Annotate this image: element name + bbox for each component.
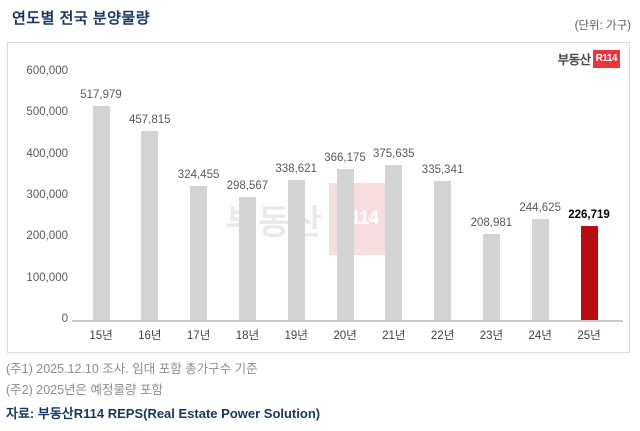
y-tick-label: 600,000 <box>26 65 68 77</box>
y-tick-label: 300,000 <box>26 189 68 201</box>
bar <box>531 219 549 320</box>
y-tick-label: 0 <box>61 313 68 325</box>
bar-value-label: 208,981 <box>470 217 513 229</box>
bar <box>92 106 110 320</box>
x-tick-label: 16년 <box>138 330 162 342</box>
x-tick-label: 19년 <box>284 330 308 342</box>
bar-value-label: 298,567 <box>226 180 269 192</box>
x-tick-label: 23년 <box>479 330 504 342</box>
bar-value-label: 457,815 <box>129 114 171 126</box>
bar-highlight <box>580 226 598 320</box>
y-tick-label: 200,000 <box>26 230 68 243</box>
source-line: 자료: 부동산R114 REPS(Real Estate Power Solut… <box>6 406 321 421</box>
page-title: 연도별 전국 분양물량 <box>12 10 151 27</box>
bar <box>287 180 305 320</box>
r114-logo-badge: R114 <box>592 49 620 68</box>
bar <box>385 165 403 320</box>
x-tick-label: 17년 <box>186 330 211 342</box>
bar-value-label: 366,175 <box>324 152 366 164</box>
x-tick-label: 18년 <box>235 330 260 342</box>
x-tick-label: 15년 <box>89 330 113 342</box>
y-tick-label: 100,000 <box>26 271 68 284</box>
y-tick-label: 400,000 <box>26 147 68 160</box>
x-axis-line <box>72 320 623 322</box>
bar <box>482 234 500 320</box>
bar-value-label: 517,979 <box>80 89 122 101</box>
bar <box>336 169 354 320</box>
r114-logo: 부동산 R114 <box>558 49 620 68</box>
plot-area: 부동산 R114 부동산 R114 0 100,000 200,000 300,000… <box>7 42 630 353</box>
bar-value-label: 375,635 <box>373 148 415 160</box>
x-tick-label: 21년 <box>382 330 406 342</box>
bar-value-label: 338,621 <box>275 163 317 175</box>
x-tick-label: 22년 <box>430 330 455 342</box>
bar-value-label: 244,625 <box>519 202 561 214</box>
bar-value-label: 226,719 <box>568 209 610 221</box>
x-tick-label: 24년 <box>528 330 552 342</box>
footnote-2: (주2) 2025년은 예정물량 포함 <box>6 383 164 397</box>
bar-value-label: 335,341 <box>421 164 464 176</box>
x-tick-label: 20년 <box>333 330 357 342</box>
y-tick-label: 500,000 <box>26 106 68 119</box>
footnote-1: (주1) 2025.12.10 조사. 임대 포함 총가구수 기준 <box>6 362 258 376</box>
bar <box>141 131 159 320</box>
bar-value-label: 324,455 <box>177 169 220 181</box>
bar <box>190 186 208 320</box>
bar <box>238 197 256 320</box>
unit-label: (단위: 가구) <box>574 20 631 32</box>
bar <box>434 181 452 320</box>
r114-logo-text: 부동산 <box>557 53 592 67</box>
footnotes: (주1) 2025.12.10 조사. 임대 포함 총가구수 기준 (주2) 2… <box>6 359 258 401</box>
x-tick-label: 25년 <box>577 330 601 342</box>
